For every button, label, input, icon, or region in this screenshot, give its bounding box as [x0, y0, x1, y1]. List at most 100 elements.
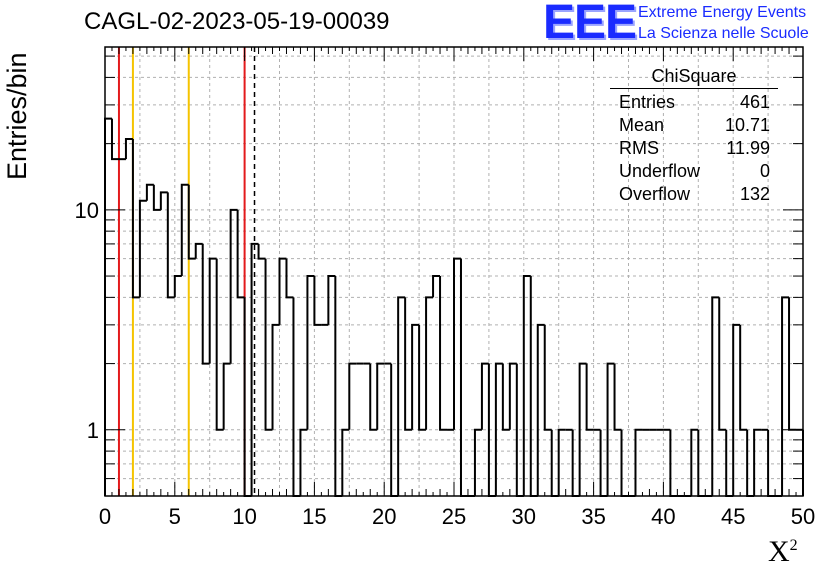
histogram-bin [180, 183, 189, 277]
tick-labels: 0 5 10 15 20 25 30 35 40 45 50 1 10 [75, 198, 816, 529]
histogram-bin [522, 275, 531, 496]
histogram-bin [480, 362, 489, 430]
histogram-bin [138, 199, 147, 298]
stats-box: ChiSquare Entries 461 Mean 10.71 RMS 11.99 Und… [610, 66, 778, 207]
chart-title: CAGL-02-2023-05-19-00039 [84, 8, 390, 35]
histogram-bin [578, 362, 587, 496]
histogram-bin [439, 276, 448, 431]
stats-row-underflow: Underflow 0 [610, 161, 778, 184]
histogram-bin [194, 242, 203, 259]
y-tick-label: 10 [75, 198, 99, 223]
x-tick-label: 25 [442, 504, 466, 529]
histogram-bin [341, 428, 350, 496]
x-tick-label: 10 [232, 504, 256, 529]
histogram-bin [264, 258, 273, 431]
histogram-bin [739, 324, 748, 431]
histogram-bin [285, 258, 294, 299]
histogram-bin [201, 243, 210, 365]
stats-title: ChiSquare [610, 66, 778, 89]
histogram-bin [397, 296, 406, 496]
histogram-bin [313, 276, 322, 326]
histogram-bin [131, 138, 140, 299]
histogram-bin [173, 275, 182, 298]
histogram-bin [236, 209, 245, 299]
histogram-bin [459, 258, 468, 497]
histogram-bin [753, 428, 762, 496]
histogram-bin [187, 184, 196, 260]
histogram-bin [306, 275, 315, 430]
histogram-bin [529, 276, 538, 497]
histogram-bin [327, 275, 336, 325]
stats-value: 11.99 [726, 138, 770, 158]
histogram-bin [432, 275, 441, 298]
stats-value: 0 [759, 161, 770, 181]
histogram-bin [229, 208, 238, 364]
histogram-bin [250, 242, 259, 496]
histogram-bin [543, 324, 552, 431]
logo-line-1: Extreme Energy Events [638, 4, 807, 21]
stats-label: Overflow [619, 184, 691, 204]
histogram-bin [299, 428, 308, 496]
histogram-bin [690, 428, 699, 496]
x-tick-label: 30 [512, 504, 536, 529]
histogram-bin [404, 297, 413, 431]
histogram-bin [152, 184, 161, 211]
stats-label: Underflow [619, 161, 701, 181]
stats-label: RMS [619, 138, 659, 158]
x-tick-label: 40 [651, 504, 675, 529]
eee-logo: EEE [543, 0, 637, 49]
x-tick-label: 35 [581, 504, 605, 529]
histogram-bin [166, 192, 175, 299]
stats-value: 132 [739, 184, 770, 204]
histogram-bin [711, 296, 720, 496]
histogram-bin [208, 257, 217, 364]
histogram-bin [215, 258, 224, 431]
x-tick-label: 20 [372, 504, 396, 529]
histogram-bin [222, 362, 231, 430]
histogram-bin [501, 363, 510, 431]
histogram-bin [418, 324, 427, 431]
histogram-bin [494, 362, 503, 496]
stats-row-rms: RMS 11.99 [610, 138, 778, 161]
stats-value: 461 [739, 92, 770, 112]
histogram-bin [508, 362, 517, 430]
histogram-bin [110, 118, 119, 161]
stats-label: Entries [619, 92, 676, 112]
histogram-bin [271, 323, 280, 430]
histogram-bin [557, 428, 566, 496]
histogram-bin [376, 362, 385, 430]
axis-ticks [104, 47, 804, 497]
histogram-bin [334, 276, 343, 497]
histogram-bin [732, 323, 741, 496]
y-tick-label: 1 [87, 418, 99, 443]
x-tick-label: 15 [302, 504, 326, 529]
stats-row-overflow: Overflow 132 [610, 184, 778, 207]
histogram-bin [536, 323, 545, 496]
histogram-bin [348, 362, 357, 430]
histogram-bin [425, 296, 434, 430]
histogram-bin [369, 363, 378, 431]
stats-value: 10.71 [724, 115, 770, 135]
x-axis-label: X2 [768, 535, 798, 568]
x-tick-label: 50 [791, 504, 815, 529]
histogram-bin [411, 323, 420, 430]
histogram-bin [585, 363, 594, 431]
histogram-bin [718, 297, 727, 431]
histogram-bin [613, 363, 622, 431]
histogram-bin [606, 362, 615, 496]
histogram-bin [159, 191, 168, 210]
x-tick-label: 5 [169, 504, 181, 529]
histogram-bin [243, 297, 252, 497]
histogram-bin [473, 428, 482, 496]
x-tick-label: 0 [99, 504, 111, 529]
histogram-bin [124, 137, 133, 160]
histogram-bin [292, 297, 301, 497]
histogram-bin [278, 257, 287, 325]
stats-row-entries: Entries 461 [610, 92, 778, 115]
histogram-bin [257, 243, 266, 260]
histogram-bin [453, 257, 461, 430]
stats-label: Mean [619, 115, 665, 135]
logo-line-2: La Scienza nelle Scuole [638, 25, 809, 42]
x-tick-label: 45 [721, 504, 745, 529]
